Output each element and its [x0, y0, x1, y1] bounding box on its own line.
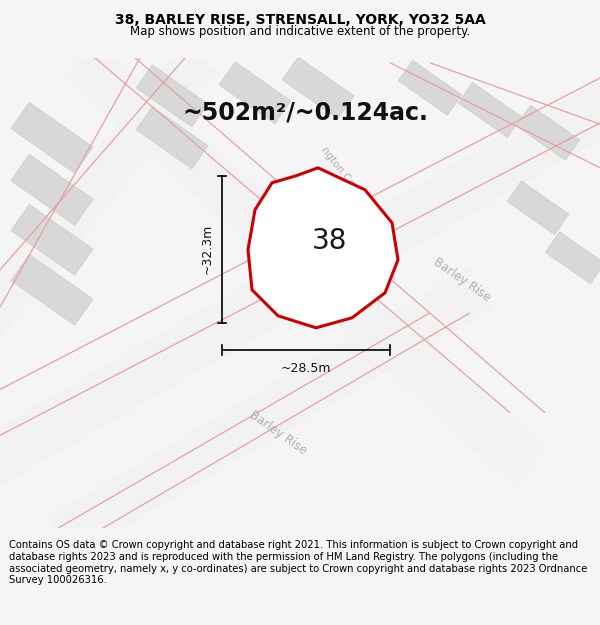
Polygon shape — [507, 181, 569, 234]
Polygon shape — [136, 107, 208, 169]
Polygon shape — [48, 268, 492, 558]
Polygon shape — [282, 57, 354, 119]
Polygon shape — [64, 40, 546, 486]
Text: Contains OS data © Crown copyright and database right 2021. This information is : Contains OS data © Crown copyright and d… — [9, 541, 587, 585]
Polygon shape — [219, 62, 291, 124]
Text: 38: 38 — [312, 228, 347, 256]
Text: ~32.3m: ~32.3m — [201, 224, 214, 274]
Polygon shape — [0, 44, 217, 342]
Text: Barley Rise: Barley Rise — [431, 256, 493, 304]
Polygon shape — [248, 168, 398, 328]
Polygon shape — [11, 154, 93, 225]
Polygon shape — [458, 82, 522, 138]
Polygon shape — [516, 106, 580, 160]
Text: ngton Court: ngton Court — [319, 145, 365, 201]
Polygon shape — [398, 61, 462, 115]
Polygon shape — [11, 254, 93, 325]
Polygon shape — [11, 204, 93, 275]
Text: ~502m²/~0.124ac.: ~502m²/~0.124ac. — [182, 101, 428, 125]
Text: 38, BARLEY RISE, STRENSALL, YORK, YO32 5AA: 38, BARLEY RISE, STRENSALL, YORK, YO32 5… — [115, 13, 485, 27]
Polygon shape — [11, 102, 93, 173]
Polygon shape — [136, 65, 208, 127]
Polygon shape — [545, 232, 600, 284]
Text: Map shows position and indicative extent of the property.: Map shows position and indicative extent… — [130, 26, 470, 39]
Text: Barley Rise: Barley Rise — [247, 408, 309, 458]
Polygon shape — [0, 75, 600, 491]
Text: ~28.5m: ~28.5m — [281, 362, 331, 375]
